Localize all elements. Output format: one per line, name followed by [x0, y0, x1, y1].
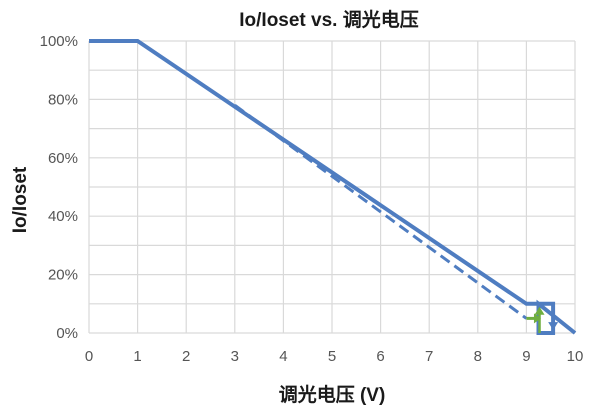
y-tick-label: 80%	[48, 91, 78, 108]
y-tick-label: 20%	[48, 267, 78, 284]
x-tick-label: 1	[133, 348, 141, 365]
y-tick-label: 0%	[56, 325, 78, 342]
x-tick-label: 10	[567, 348, 584, 365]
x-axis-title: 调光电压 (V)	[279, 383, 386, 406]
x-tick-label: 9	[522, 348, 530, 365]
x-tick-label: 7	[425, 348, 433, 365]
y-axis-title: Io/Ioset	[10, 166, 31, 233]
x-tick-label: 8	[474, 348, 482, 365]
annotation-arrowhead-up	[534, 306, 545, 315]
x-tick-label: 2	[182, 348, 190, 365]
y-tick-label: 60%	[48, 150, 78, 167]
x-tick-label: 4	[279, 348, 287, 365]
annotation-arrowhead-right	[533, 313, 541, 324]
x-tick-label: 6	[376, 348, 384, 365]
y-tick-label: 100%	[40, 33, 78, 50]
annotation-arrowhead-down	[548, 322, 559, 331]
y-tick-label: 40%	[48, 208, 78, 225]
series-line-dashed	[233, 103, 528, 320]
grid	[88, 40, 576, 334]
tick-labels: 0 1 2 3 4 5 6 7 8 9 100%20%40%60%80%100%	[40, 33, 584, 365]
annotation-group	[526, 306, 559, 333]
chart-title: Io/Ioset vs. 调光电压	[239, 8, 418, 31]
x-tick-label: 5	[328, 348, 336, 365]
x-tick-label: 0	[85, 348, 93, 365]
x-tick-label: 3	[231, 348, 239, 365]
